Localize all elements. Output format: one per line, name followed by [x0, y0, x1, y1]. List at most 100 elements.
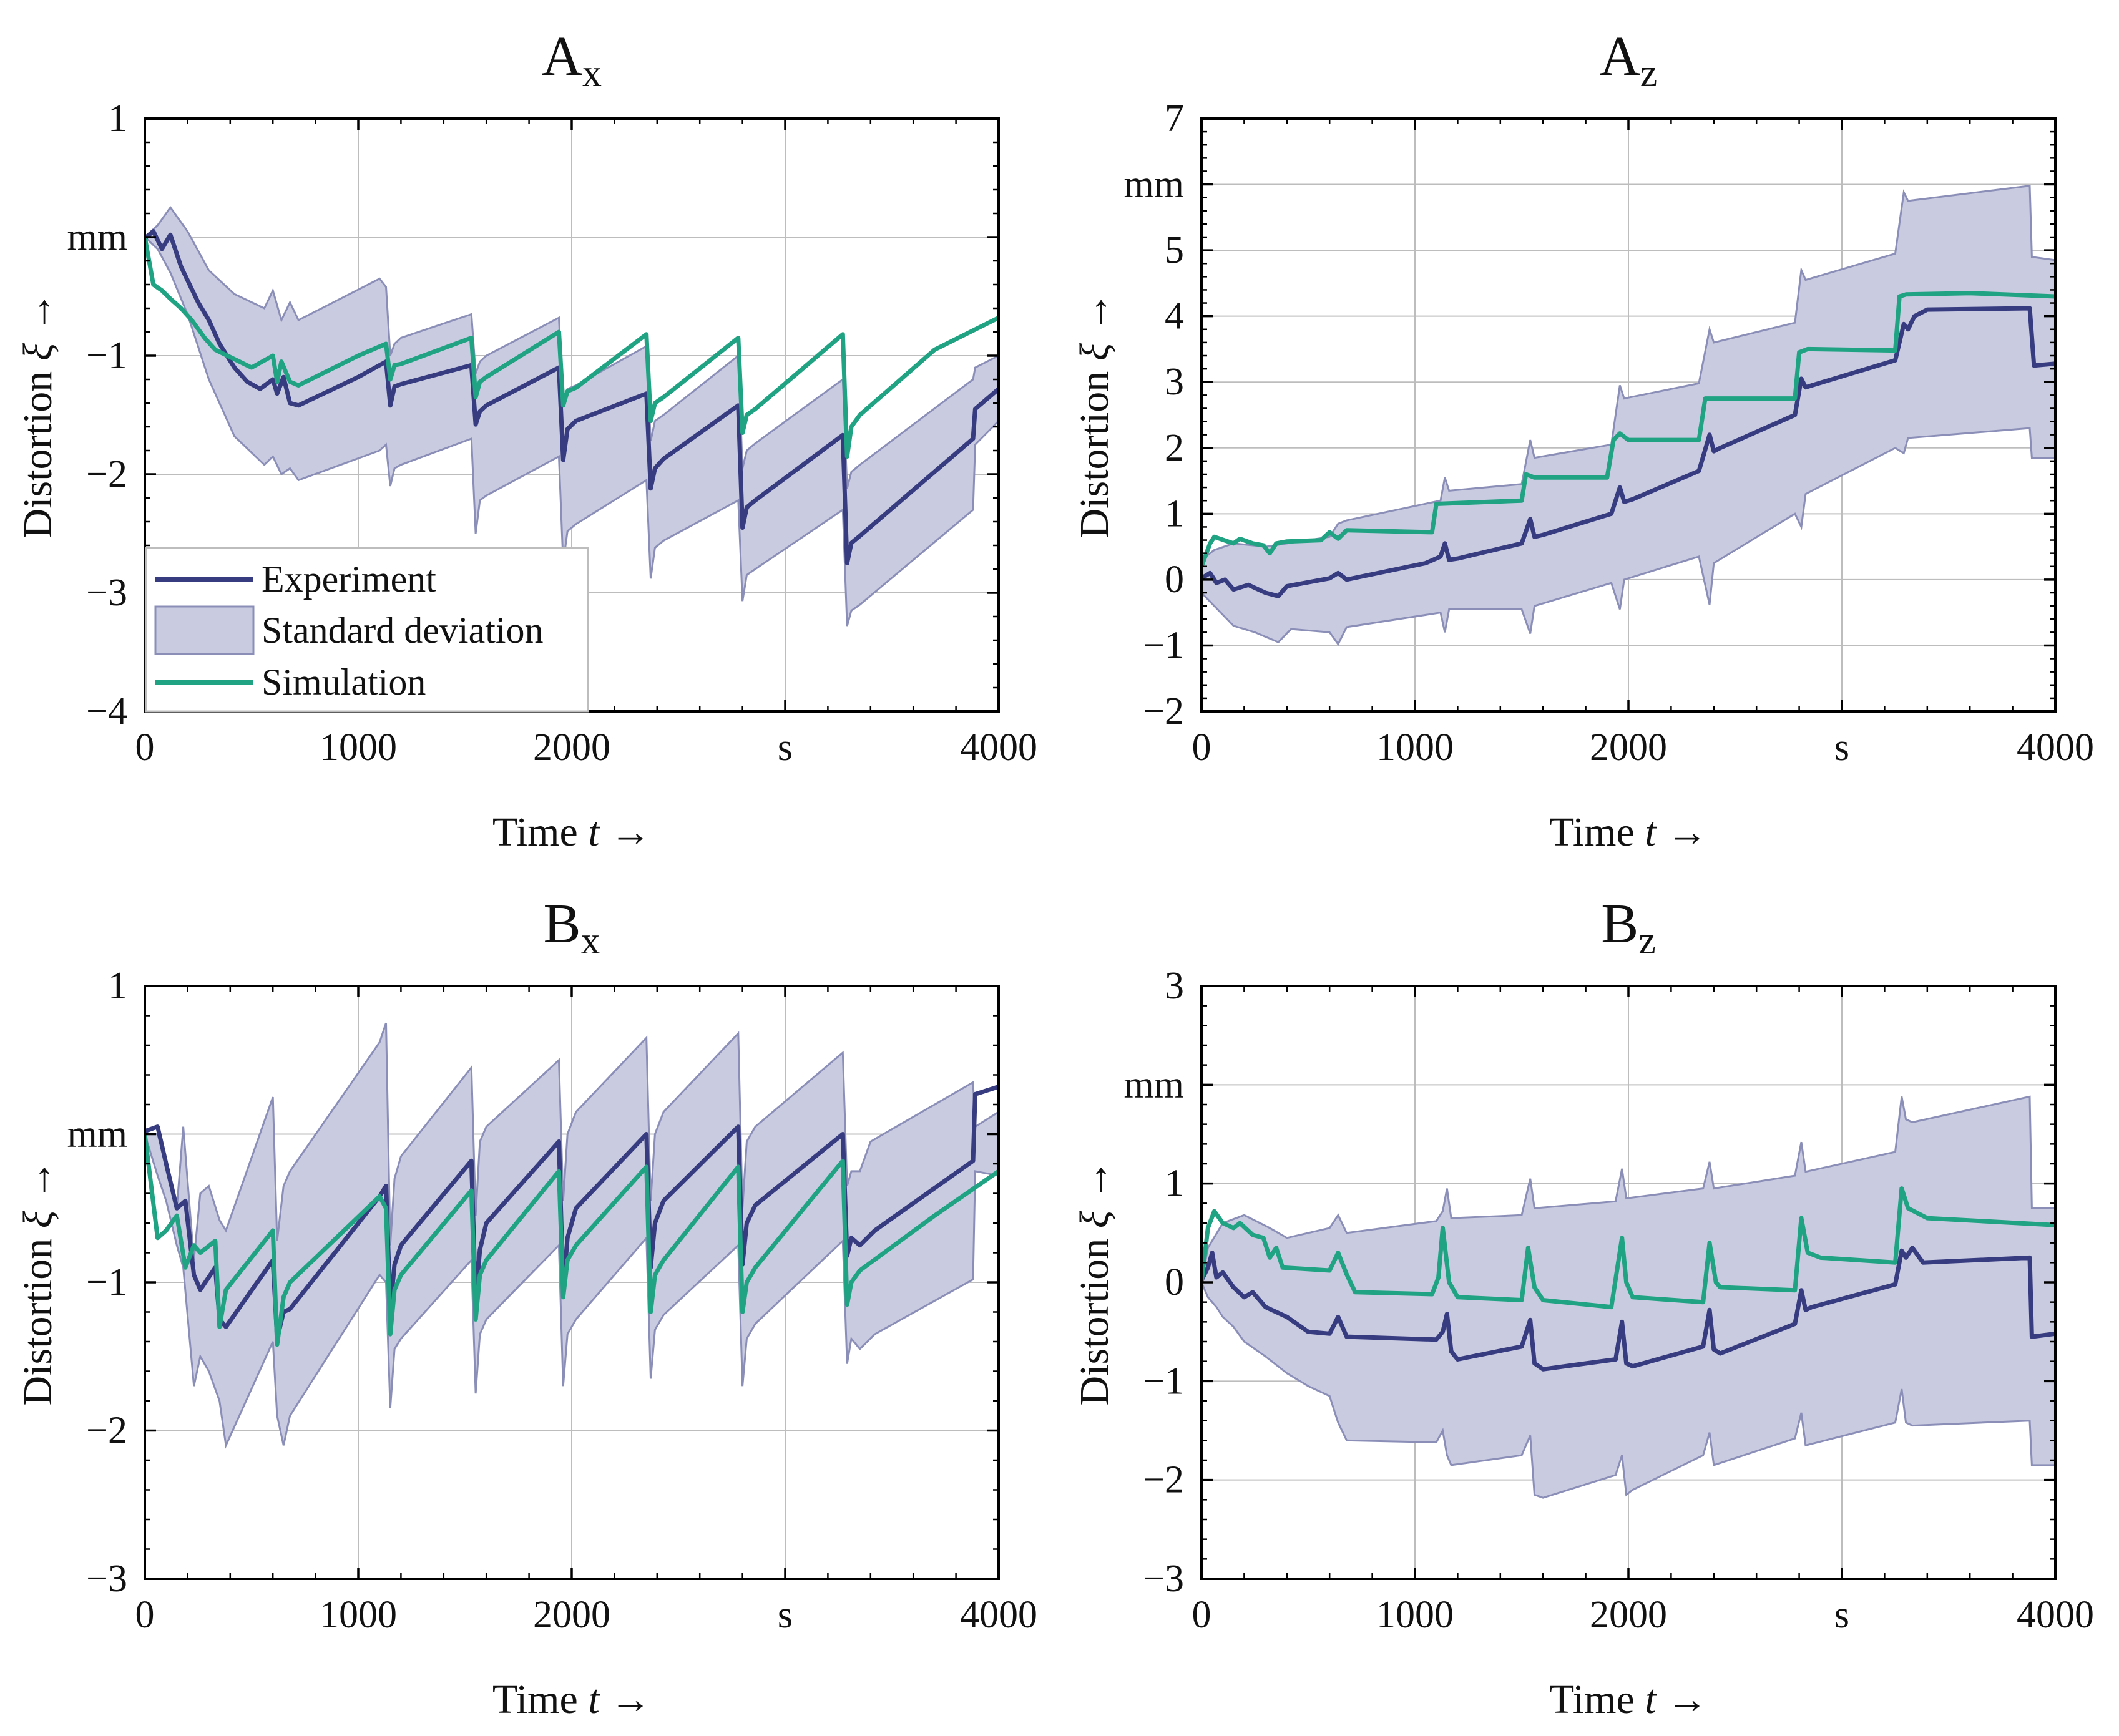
y-tick-label: −1: [1143, 624, 1184, 666]
y-tick-label: 0: [1165, 558, 1184, 601]
y-tick-label: mm: [1124, 1063, 1184, 1106]
legend-experiment-label: Experiment: [262, 558, 436, 600]
x-tick-label: 2000: [533, 1594, 610, 1636]
y-tick-label: −3: [86, 1558, 127, 1600]
y-tick-label: −2: [1143, 690, 1184, 733]
y-tick-label: 7: [1165, 97, 1184, 140]
y-tick-label: 5: [1165, 229, 1184, 271]
x-tick-label: 2000: [1590, 1594, 1667, 1636]
simulation-line: [145, 1134, 999, 1347]
y-tick-label: 1: [1165, 492, 1184, 535]
y-axis-label-arrow: →: [15, 292, 61, 344]
std-deviation-band: [1201, 1095, 2055, 1499]
y-axis-label-symbol: ξ: [15, 343, 61, 361]
x-axis-label-arrow: →: [600, 1677, 652, 1722]
x-tick-label: 0: [135, 1594, 155, 1636]
x-axis-label-text: Time: [492, 809, 588, 855]
x-axis-label-symbol: t: [588, 809, 600, 855]
y-tick-label: mm: [67, 216, 127, 258]
y-tick-label: mm: [67, 1113, 127, 1156]
std-deviation-band: [145, 205, 999, 627]
legend-simulation-label: Simulation: [262, 661, 426, 703]
plot-area: [1201, 185, 2055, 646]
y-axis-label: Distortion ξ →: [1072, 1159, 1117, 1406]
x-axis-label-text: Time: [1549, 809, 1645, 855]
x-tick-label: 4000: [2017, 726, 2094, 769]
std-deviation-band: [1201, 185, 2055, 646]
x-tick-label: 0: [135, 726, 155, 769]
y-tick-label: 0: [1165, 1261, 1184, 1304]
y-axis-label-symbol: ξ: [15, 1210, 61, 1228]
y-tick-label: 1: [108, 97, 127, 140]
y-tick-label: 1: [1165, 1163, 1184, 1205]
x-tick-label: 1000: [1376, 726, 1454, 769]
legend-stddev-swatch: [154, 605, 255, 655]
simulation-line: [145, 237, 999, 459]
y-tick-label: −1: [86, 1261, 127, 1304]
x-tick-label: s: [778, 726, 793, 769]
x-axis-label-symbol: t: [1645, 1677, 1657, 1722]
y-tick-label: −1: [86, 334, 127, 377]
x-tick-label: 2000: [1590, 726, 1667, 769]
experiment-line: [1201, 1246, 2055, 1372]
plot-area: [145, 205, 999, 627]
y-axis-label: Distortion ξ →: [1072, 292, 1117, 539]
x-tick-label: 2000: [533, 726, 610, 769]
plot-area: [1201, 1095, 2055, 1499]
legend: Experiment Standard deviation Simulation: [145, 547, 589, 713]
chart-title-main: B: [1601, 893, 1638, 955]
x-tick-label: s: [1834, 726, 1849, 769]
chart-title-sub: x: [581, 920, 600, 962]
y-axis-label-symbol: ξ: [1072, 343, 1117, 361]
x-tick-label: 0: [1192, 1594, 1211, 1636]
y-axis-label-text: Distortion: [15, 361, 61, 538]
x-axis-label-symbol: t: [1645, 809, 1657, 855]
y-axis-label-arrow: →: [15, 1159, 61, 1211]
chart-title: Bx: [543, 893, 600, 962]
x-tick-label: s: [778, 1594, 793, 1636]
chart-title: Bz: [1601, 893, 1656, 962]
y-axis-label: Distortion ξ →: [15, 1159, 61, 1406]
x-axis-label: Time t →: [1549, 809, 1708, 855]
y-tick-label: mm: [1124, 163, 1184, 206]
x-axis-label-text: Time: [492, 1677, 588, 1722]
chart-title-sub: x: [582, 52, 602, 95]
x-axis-label-symbol: t: [588, 1677, 600, 1722]
x-axis-label-arrow: →: [1657, 1677, 1708, 1722]
experiment-line: [1201, 306, 2055, 598]
y-tick-label: −2: [86, 453, 127, 495]
std-deviation-band: [145, 1022, 999, 1449]
y-axis-label-arrow: →: [1072, 292, 1117, 344]
y-tick-label: −3: [1143, 1558, 1184, 1600]
x-axis-label: Time t →: [492, 809, 651, 855]
chart-title-main: B: [543, 893, 580, 955]
y-tick-label: 3: [1165, 965, 1184, 1007]
y-tick-label: −2: [86, 1410, 127, 1452]
y-tick-label: 2: [1165, 427, 1184, 469]
y-axis-label: Distortion ξ →: [15, 292, 61, 539]
x-tick-label: 4000: [960, 1594, 1037, 1636]
x-tick-label: s: [1834, 1594, 1849, 1636]
chart-title-sub: z: [1638, 920, 1656, 962]
chart-title-main: A: [542, 26, 582, 87]
x-tick-label: 1000: [320, 726, 397, 769]
chart-title: Az: [1600, 26, 1658, 95]
y-axis-label-symbol: ξ: [1072, 1210, 1117, 1228]
y-tick-label: −3: [86, 572, 127, 614]
y-tick-label: 1: [108, 965, 127, 1007]
x-tick-label: 0: [1192, 726, 1211, 769]
x-tick-label: 1000: [320, 1594, 397, 1636]
x-axis-label-text: Time: [1549, 1677, 1645, 1722]
x-tick-label: 4000: [960, 726, 1037, 769]
chart-title: Ax: [542, 26, 602, 95]
x-axis-label-arrow: →: [600, 809, 652, 855]
y-tick-label: 3: [1165, 361, 1184, 403]
y-tick-label: −4: [86, 690, 127, 733]
y-axis-label-text: Distortion: [1072, 1228, 1117, 1405]
x-tick-label: 1000: [1376, 1594, 1454, 1636]
plot-area: [145, 1022, 999, 1449]
